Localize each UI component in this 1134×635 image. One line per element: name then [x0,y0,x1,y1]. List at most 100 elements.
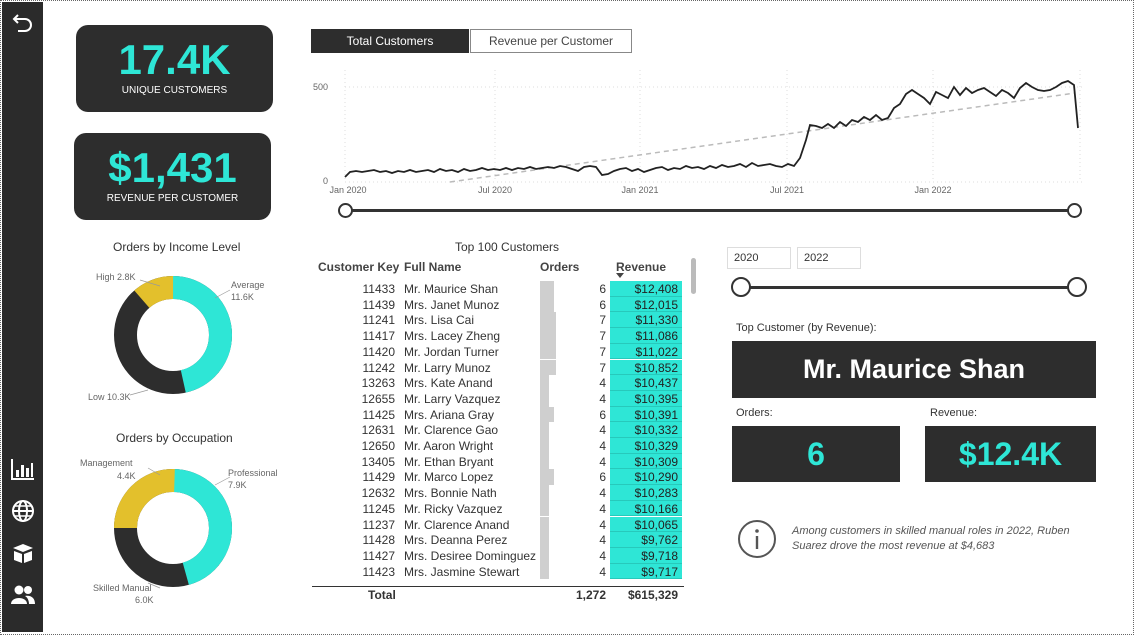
revenue-cell: $10,852 [610,359,682,376]
full-name-cell: Mr. Aaron Wright [404,439,494,453]
revenue-cell: $9,718 [610,547,682,564]
revenue-cell: $11,022 [610,343,682,360]
table-row[interactable]: 11237 Mr. Clarence Anand 4 $10,065 [312,516,684,533]
orders-databar [540,485,550,501]
top-customer-orders-label: Orders: [736,407,773,419]
total-label: Total [368,588,396,602]
full-name-cell: Mrs. Lacey Zheng [404,329,501,344]
bar-chart-icon[interactable] [8,454,38,484]
unique-customers-label: UNIQUE CUSTOMERS [121,85,228,96]
table-row[interactable]: 11242 Mr. Larry Munoz 7 $10,852 [312,359,684,376]
donut-slice-management[interactable] [114,469,232,587]
table-row[interactable]: 11429 Mr. Marco Lopez 6 $10,290 [312,469,684,486]
back-icon[interactable] [8,7,38,37]
unique-customers-value: 17.4K [118,36,231,83]
full-name-cell: Mr. Larry Munoz [404,360,491,375]
chart-range-track[interactable] [346,209,1074,212]
tab-total-customers[interactable]: Total Customers [311,29,469,53]
revenue-value: $10,166 [634,501,678,516]
table-row[interactable]: 11439 Mrs. Janet Munoz 6 $12,015 [312,296,684,313]
table-row[interactable]: 12650 Mr. Aaron Wright 4 $10,329 [312,438,684,454]
label-professional-value: 7.9K [228,480,247,490]
table-row[interactable]: 11245 Mr. Ricky Vazquez 4 $10,166 [312,500,684,517]
table-row[interactable]: 13263 Mrs. Kate Anand 4 $10,437 [312,375,684,391]
orders-databar [540,500,550,517]
total-revenue: $615,329 [627,588,678,602]
table-row[interactable]: 12655 Mr. Larry Vazquez 4 $10,395 [312,390,684,407]
x-tick-jul-2020: Jul 2020 [478,185,512,195]
table-scrollbar[interactable] [691,258,696,294]
header-full-name[interactable]: Full Name [404,260,462,274]
table-row[interactable]: 11420 Mr. Jordan Turner 7 $11,022 [312,343,684,360]
orders-cell: 7 [599,360,606,375]
label-management-value: 4.4K [117,471,136,481]
sort-descending-icon [616,273,624,278]
info-icon [738,520,776,558]
revenue-cell: $10,437 [610,375,682,391]
revenue-cell: $10,329 [610,438,682,454]
customer-key-cell: 12632 [361,486,395,501]
date-start-input[interactable]: 2020 [727,247,791,269]
top-customer-label: Top Customer (by Revenue): [736,322,877,334]
full-name-cell: Mrs. Janet Munoz [404,297,500,312]
table-row[interactable]: 11425 Mrs. Ariana Gray 6 $10,391 [312,406,684,423]
revenue-value: $12,015 [634,297,678,312]
orders-databar [540,453,550,470]
revenue-value: $10,290 [634,470,678,485]
orders-cell: 6 [599,282,606,296]
table-row[interactable]: 12632 Mrs. Bonnie Nath 4 $10,283 [312,485,684,501]
revenue-per-customer-value: $1,431 [108,144,237,191]
table-row[interactable]: 11427 Mrs. Desiree Dominguez 4 $9,718 [312,547,684,564]
table-row[interactable]: 12631 Mr. Clarence Gao 4 $10,332 [312,422,684,438]
revenue-cell: $11,330 [610,312,682,329]
tab-revenue-per-customer[interactable]: Revenue per Customer [470,29,632,53]
gridlines [344,70,1085,183]
revenue-value: $11,330 [635,313,679,328]
revenue-cell: $10,166 [610,500,682,517]
top-customers-table-title: Top 100 Customers [455,240,560,254]
date-end-input[interactable]: 2022 [797,247,861,269]
x-tick-jan-2021: Jan 2021 [621,185,658,195]
globe-icon[interactable] [8,496,38,526]
header-revenue[interactable]: Revenue [616,260,667,274]
revenue-value: $10,332 [634,423,678,438]
orders-cell: 4 [599,564,606,579]
full-name-cell: Mr. Clarence Anand [404,517,510,532]
orders-databar [540,469,554,486]
revenue-cell: $9,717 [610,563,682,580]
table-row[interactable]: 11423 Mrs. Jasmine Stewart 4 $9,717 [312,563,684,580]
table-row[interactable]: 11433 Mr. Maurice Shan 6 $12,408 [312,281,684,297]
orders-cell: 4 [599,486,606,501]
customer-key-cell: 11417 [362,329,395,344]
label-management-name: Management [80,458,133,468]
chart-range-end-handle[interactable] [1067,203,1082,218]
full-name-cell: Mr. Jordan Turner [404,344,499,359]
customer-key-cell: 11420 [362,344,395,359]
top-customer-revenue-value: $12.4K [925,426,1096,482]
date-range-start-handle[interactable] [731,277,751,297]
table-row[interactable]: 13405 Mr. Ethan Bryant 4 $10,309 [312,453,684,470]
date-range-end-handle[interactable] [1067,277,1087,297]
revenue-value: $10,309 [634,454,678,469]
label-average-name: Average [231,280,265,290]
revenue-cell: $10,290 [610,469,682,486]
orders-databar [540,390,550,407]
customer-key-cell: 11439 [362,297,395,312]
top-customers-table: Customer Key Full Name Orders Revenue 11… [312,256,692,606]
header-orders[interactable]: Orders [540,260,580,274]
users-icon[interactable] [8,580,38,610]
header-customer-key[interactable]: Customer Key [318,260,400,274]
orders-databar [540,422,550,438]
orders-databar [540,296,554,313]
table-row[interactable]: 11241 Mrs. Lisa Cai 7 $11,330 [312,312,684,329]
orders-cell: 6 [599,470,606,485]
chart-range-start-handle[interactable] [338,203,353,218]
revenue-value: $10,283 [634,486,678,501]
customer-key-cell: 13405 [361,454,395,469]
navigation-sidebar [2,2,43,632]
date-range-track[interactable] [741,286,1077,289]
table-row[interactable]: 11417 Mrs. Lacey Zheng 7 $11,086 [312,328,684,344]
table-row[interactable]: 11428 Mrs. Deanna Perez 4 $9,762 [312,532,684,548]
box-icon[interactable] [8,538,38,568]
orders-cell: 4 [599,548,606,563]
